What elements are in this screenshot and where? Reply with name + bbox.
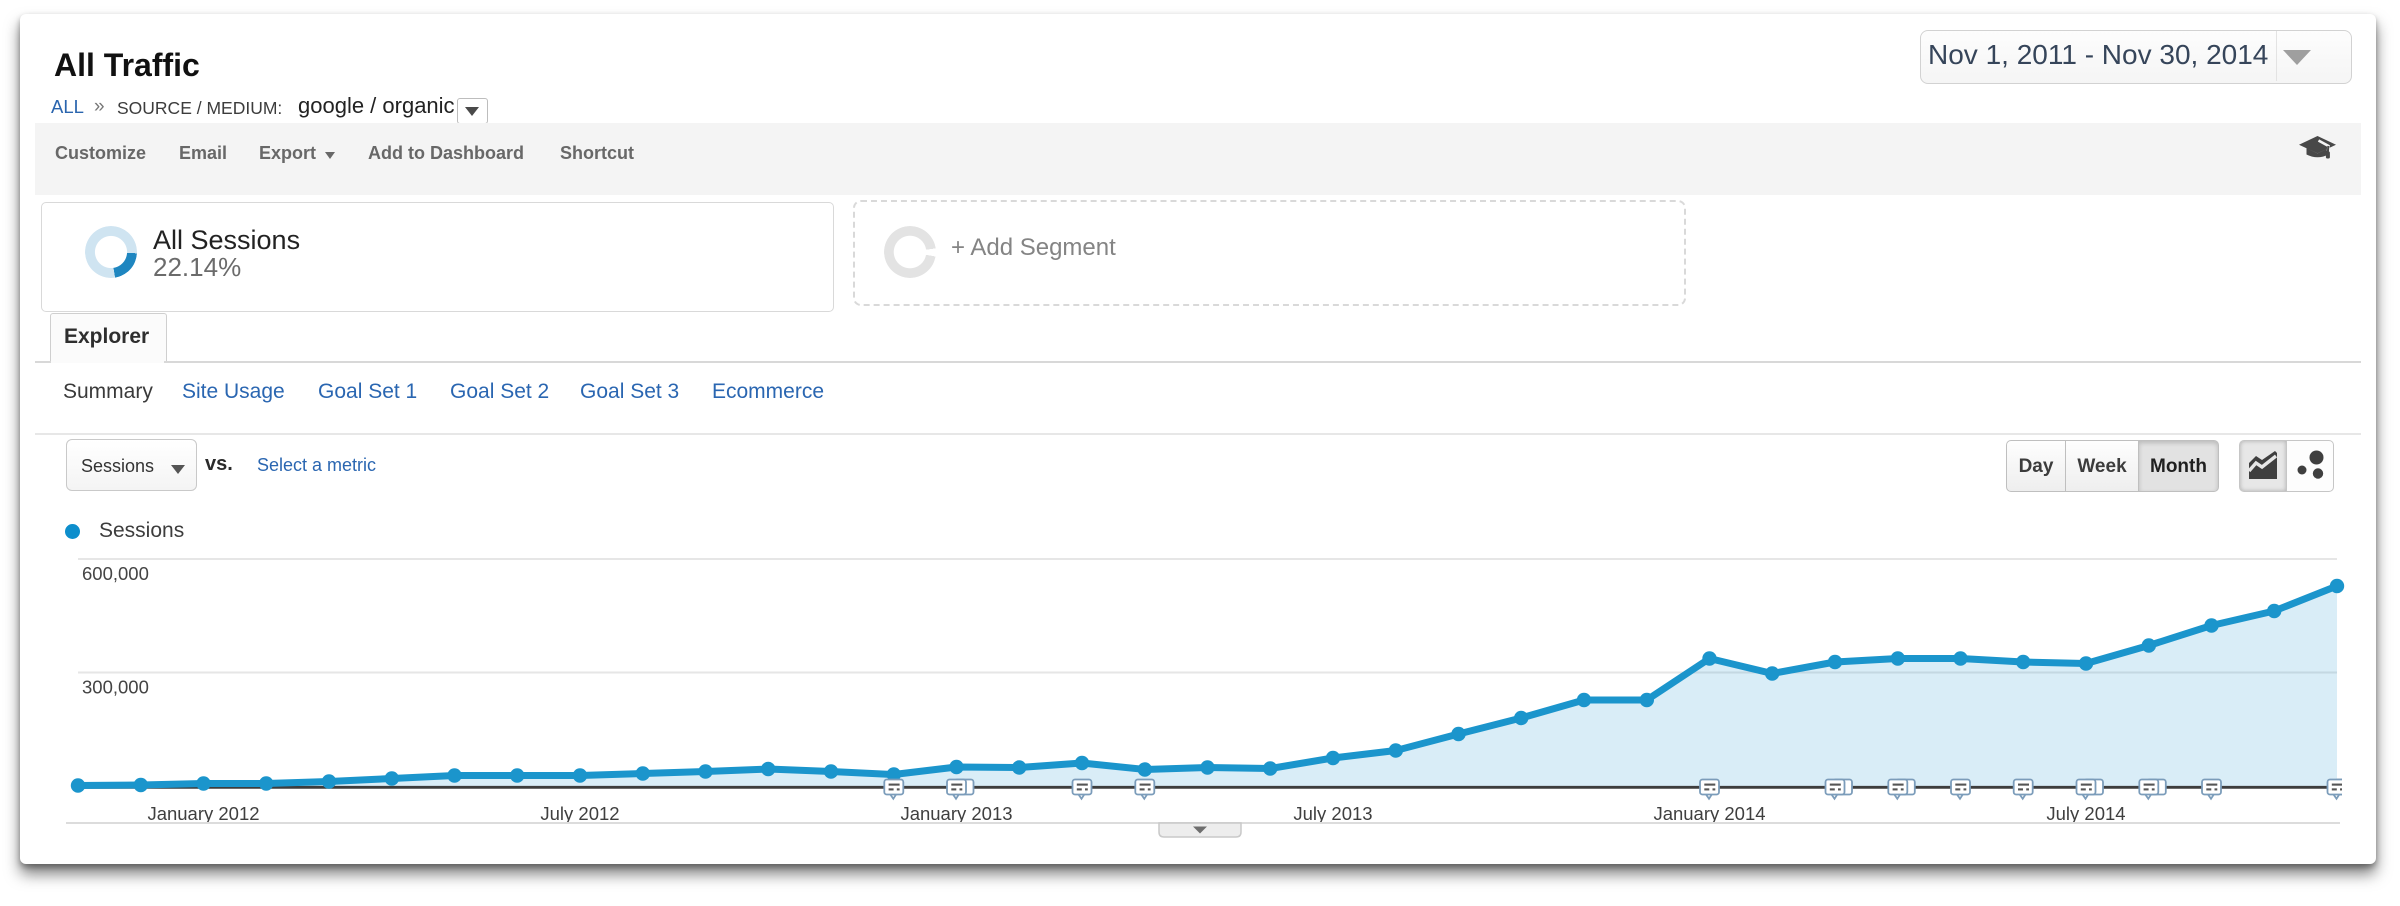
svg-text:January 2014: January 2014 bbox=[1653, 803, 1765, 824]
svg-text:January 2013: January 2013 bbox=[900, 803, 1012, 824]
svg-text:July 2013: July 2013 bbox=[1293, 803, 1372, 824]
svg-text:January 2012: January 2012 bbox=[147, 803, 259, 824]
svg-text:July 2012: July 2012 bbox=[540, 803, 619, 824]
svg-text:600,000: 600,000 bbox=[82, 563, 149, 584]
svg-text:July 2014: July 2014 bbox=[2046, 803, 2125, 824]
svg-text:300,000: 300,000 bbox=[82, 677, 149, 698]
